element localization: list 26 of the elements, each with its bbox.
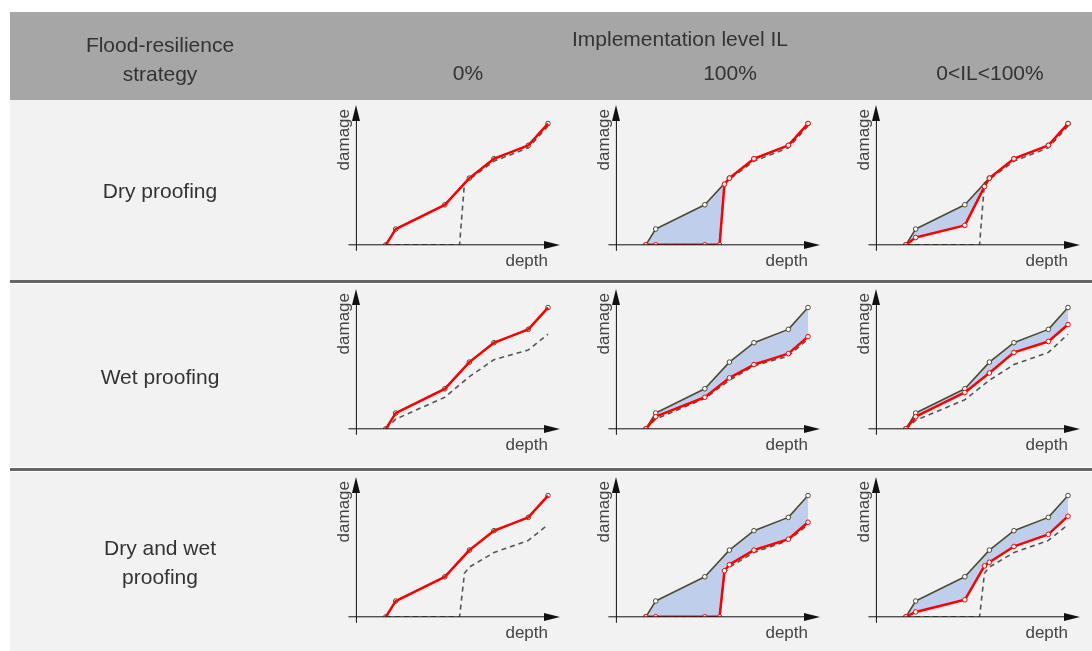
x-axis-title: depth: [1025, 251, 1068, 271]
y-axis-title: damage: [333, 293, 353, 355]
x-axis-title: depth: [505, 435, 548, 455]
y-axis-title: damage: [853, 293, 873, 355]
text: Dry proofing: [102, 179, 218, 202]
x-axis-title: depth: [1025, 435, 1068, 455]
x-axis-title: depth: [765, 623, 808, 643]
y-axis-title: damage: [853, 109, 873, 171]
y-axis-title: damage: [853, 481, 873, 543]
y-axis-title: damage: [333, 109, 353, 171]
y-axis-title: damage: [593, 293, 613, 355]
x-axis-title: depth: [765, 251, 808, 271]
y-axis-title: damage: [333, 481, 353, 543]
text: 0<IL<100%: [936, 61, 1044, 84]
x-axis-title: depth: [505, 623, 548, 643]
y-axis-title: damage: [593, 481, 613, 543]
text: Wet proofing: [100, 364, 220, 388]
text: 100%: [703, 61, 757, 84]
x-axis-title: depth: [1025, 623, 1068, 643]
text: Implementation level IL: [572, 27, 788, 50]
text: Flood-resilience strategy: [85, 33, 235, 85]
text: Dry and wet proofing: [103, 535, 217, 588]
text: 0%: [452, 61, 484, 84]
x-axis-title: depth: [505, 251, 548, 271]
x-axis-title: depth: [765, 435, 808, 455]
y-axis-title: damage: [593, 109, 613, 171]
